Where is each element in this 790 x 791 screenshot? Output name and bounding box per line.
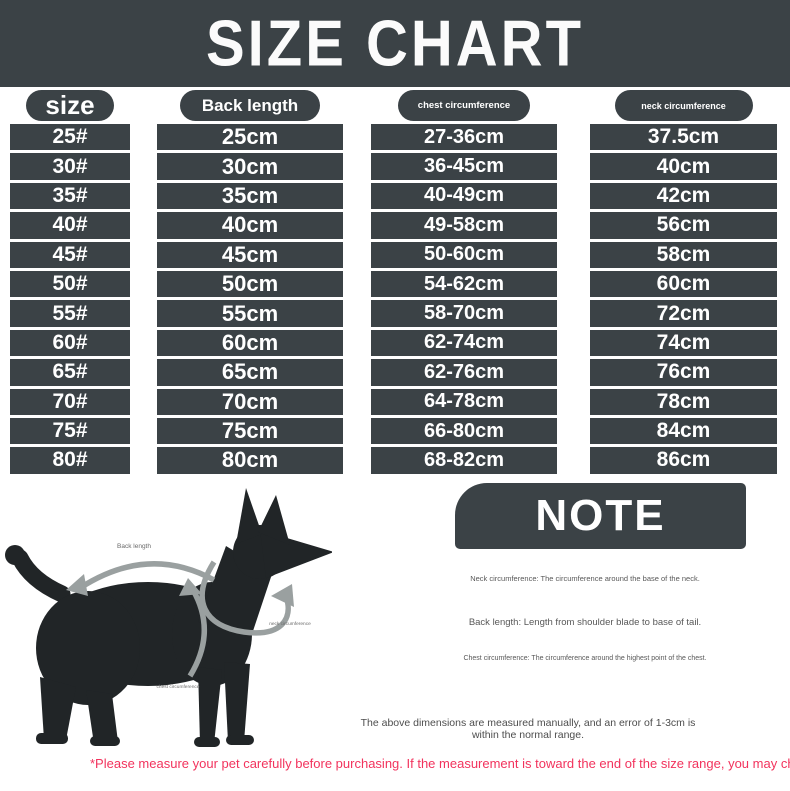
title-band: SIZE CHART xyxy=(0,0,790,87)
column-header-back-length: Back length xyxy=(180,90,320,121)
table-cell: 40# xyxy=(10,212,130,239)
table-cell: 55# xyxy=(10,300,130,327)
dog-ear-right xyxy=(258,495,290,545)
dog-ear-left xyxy=(236,488,262,544)
dog-measurement-diagram: Back length neck circumference chest cir… xyxy=(5,488,332,747)
neck-arrow xyxy=(199,560,291,636)
column-header-chest-circumference: chest circumference xyxy=(398,90,530,121)
measure-arrows xyxy=(78,560,291,678)
table-cell: 40cm xyxy=(590,153,777,180)
table-cell: 40-49cm xyxy=(371,182,557,210)
table-cell: 65cm xyxy=(157,359,343,386)
column-header-size: size xyxy=(26,90,114,121)
hind-leg-front xyxy=(86,690,118,744)
table-cell: 58-70cm xyxy=(371,300,557,327)
table-cell: 49-58cm xyxy=(371,212,557,239)
table-cell: 72cm xyxy=(590,300,777,327)
column-header-neck-circumference: neck circumference xyxy=(614,90,753,121)
chest-arrowhead xyxy=(179,578,202,596)
table-cell: 76cm xyxy=(590,359,777,386)
table-cell: 55cm xyxy=(157,300,343,327)
table-cell: 35# xyxy=(10,182,130,210)
note-measurement-error: The above dimensions are measured manual… xyxy=(360,717,696,741)
table-cell: 37.5cm xyxy=(590,124,777,151)
table-cell: 74cm xyxy=(590,329,777,357)
page-title: SIZE CHART xyxy=(206,7,584,80)
warning-text: *Please measure your pet carefully befor… xyxy=(90,756,790,771)
tail-tip xyxy=(5,545,25,565)
back-arrowhead xyxy=(66,574,88,596)
dog-snout xyxy=(260,530,332,578)
column-chest-circumference: chest circumference 27-36cm 36-45cm 40-4… xyxy=(371,90,557,474)
front-leg-front xyxy=(224,662,250,742)
table-cell: 54-62cm xyxy=(371,270,557,298)
table-cell: 62-76cm xyxy=(371,359,557,386)
table-cell: 75# xyxy=(10,417,130,445)
note-heading: NOTE xyxy=(535,491,666,540)
table-cell: 25# xyxy=(10,124,130,151)
chest-circumference-label: chest circumference xyxy=(157,684,200,690)
hind-leg-back xyxy=(40,677,76,740)
table-cell: 27-36cm xyxy=(371,124,557,151)
front-leg-back xyxy=(198,667,222,744)
table-cell: 58cm xyxy=(590,241,777,268)
table-cell: 36-45cm xyxy=(371,153,557,180)
table-cell: 45# xyxy=(10,241,130,268)
table-cell: 60cm xyxy=(590,270,777,298)
tail xyxy=(11,549,71,603)
table-cell: 84cm xyxy=(590,417,777,445)
table-cell: 50cm xyxy=(157,270,343,298)
table-cell: 42cm xyxy=(590,182,777,210)
table-cell: 30# xyxy=(10,153,130,180)
diagram-labels: Back length neck circumference chest cir… xyxy=(117,543,311,690)
arrowheads xyxy=(66,574,294,607)
table-cell: 40cm xyxy=(157,212,343,239)
table-cell: 64-78cm xyxy=(371,388,557,415)
table-cell: 62-74cm xyxy=(371,329,557,357)
table-cell: 45cm xyxy=(157,241,343,268)
table-cell: 86cm xyxy=(590,447,777,474)
front-paw-front xyxy=(226,735,254,745)
table-cell: 60# xyxy=(10,329,130,357)
table-cell: 70# xyxy=(10,388,130,415)
hind-paw-front xyxy=(90,736,120,746)
note-chest-circumference: Chest circumference: The circumference a… xyxy=(463,655,707,662)
table-cell: 60cm xyxy=(157,329,343,357)
table-cell: 70cm xyxy=(157,388,343,415)
table-cell: 50-60cm xyxy=(371,241,557,268)
dog-haunch xyxy=(36,591,140,705)
back-length-label: Back length xyxy=(117,543,151,550)
column-size: size 25# 30# 35# 40# 45# 50# 55# 60# 65#… xyxy=(10,90,130,474)
back-length-arrow xyxy=(78,561,216,591)
table-cell: 50# xyxy=(10,270,130,298)
neck-circumference-label: neck circumference xyxy=(269,621,311,627)
table-cell: 56cm xyxy=(590,212,777,239)
table-cell: 80# xyxy=(10,447,130,474)
table-cell: 25cm xyxy=(157,124,343,151)
column-back-length: Back length 25cm 30cm 35cm 40cm 45cm 50c… xyxy=(157,90,343,474)
table-cell: 35cm xyxy=(157,182,343,210)
table-cell: 68-82cm xyxy=(371,447,557,474)
table-cell: 75cm xyxy=(157,417,343,445)
table-cell: 30cm xyxy=(157,153,343,180)
note-neck-circumference: Neck circumference: The circumference ar… xyxy=(470,574,700,583)
front-paw-back xyxy=(194,737,220,747)
table-cell: 78cm xyxy=(590,388,777,415)
note-back-length: Back length: Length from shoulder blade … xyxy=(468,617,702,628)
neck-arrowhead xyxy=(271,584,294,607)
table-cell: 65# xyxy=(10,359,130,386)
hind-paw-back xyxy=(36,733,68,744)
dog-silhouette xyxy=(5,488,332,747)
table-cell: 66-80cm xyxy=(371,417,557,445)
note-box: NOTE xyxy=(455,483,746,549)
column-neck-circumference: neck circumference 37.5cm 40cm 42cm 56cm… xyxy=(590,90,777,474)
table-cell: 80cm xyxy=(157,447,343,474)
chest-arrow xyxy=(187,588,207,678)
